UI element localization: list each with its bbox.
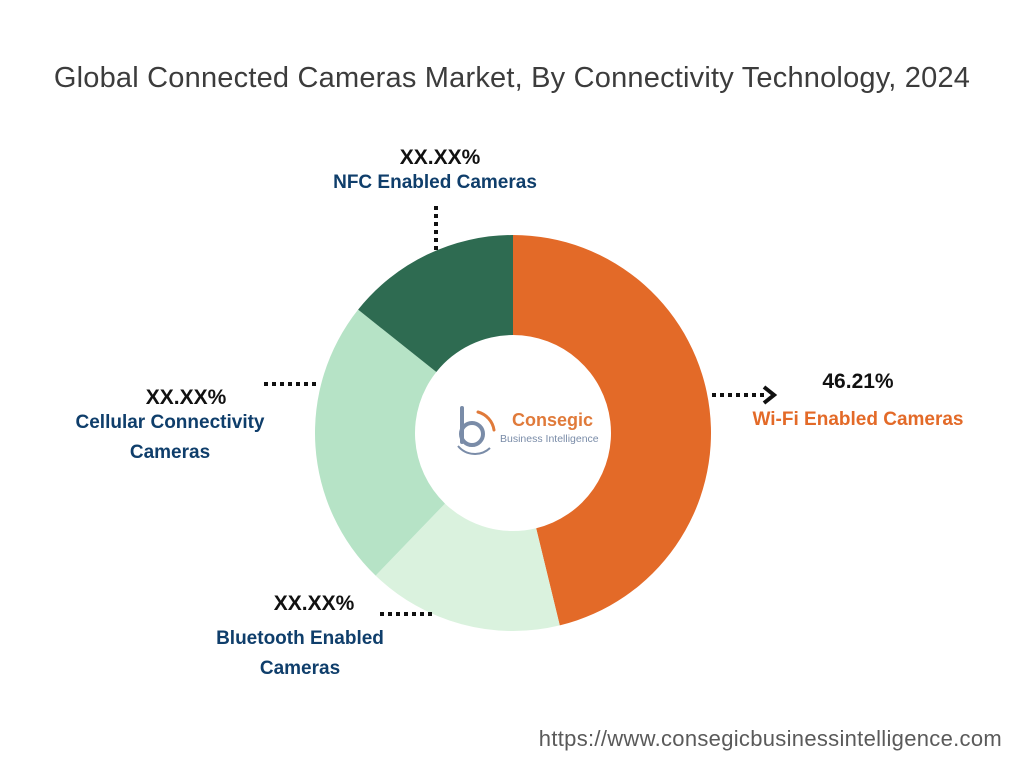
data-label-nfc-value: XX.XX% (399, 146, 481, 169)
source-url: https://www.consegicbusinessintelligence… (538, 726, 1002, 751)
data-label-cellular-value: XX.XX% (145, 386, 227, 409)
data-label-cellular-name: Cellular Connectivity Cameras (50, 408, 290, 468)
consegic-logo-icon (457, 406, 496, 455)
donut-slice-wifi (513, 235, 712, 626)
donut-slice-bluetooth (375, 503, 560, 632)
donut-slices (315, 235, 712, 632)
logo-subtitle: Business Intelligence (500, 433, 599, 445)
data-label-bluetooth-value: XX.XX% (273, 592, 355, 615)
data-label-bluetooth-name: Bluetooth Enabled Cameras (180, 624, 420, 684)
data-label-bluetooth-line2: Cameras (259, 658, 341, 679)
data-label-cellular-line1: Cellular Connectivity (75, 412, 265, 433)
data-label-wifi-value: 46.21% (822, 370, 894, 393)
chart-title: Global Connected Cameras Market, By Conn… (53, 62, 971, 94)
consegic-logo: Consegic Business Intelligence (450, 400, 620, 460)
logo-name: Consegic (512, 410, 594, 430)
donut-slice-nfc (358, 235, 513, 372)
data-label-bluetooth-line1: Bluetooth Enabled (216, 628, 384, 649)
data-label-wifi-name: Wi-Fi Enabled Cameras (752, 409, 964, 430)
donut-slice-cellular (315, 309, 446, 576)
arrow-head-icon (762, 385, 778, 405)
data-label-cellular-line2: Cameras (129, 442, 211, 463)
data-label-nfc-name: NFC Enabled Cameras (333, 172, 537, 193)
leader-lines (264, 206, 764, 616)
